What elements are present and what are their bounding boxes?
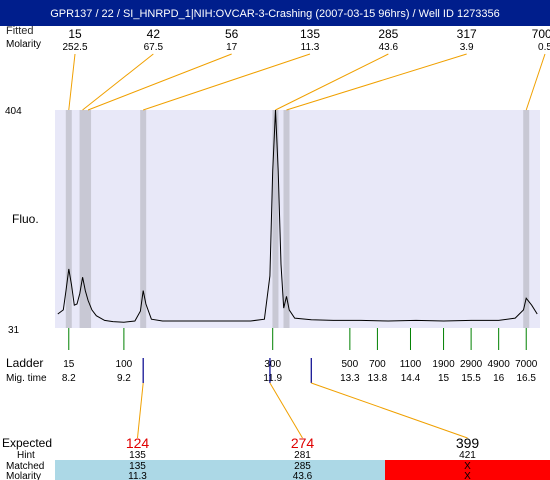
ladder-time-label: 15.5	[461, 373, 481, 384]
molarity-row-label: Molarity	[6, 39, 41, 50]
matched-bar	[385, 460, 550, 480]
ladder-time-label: 16	[493, 373, 505, 384]
matched-label: Matched	[6, 461, 44, 472]
peak-size-label: 56	[225, 27, 239, 41]
expected-value: 124	[126, 435, 150, 451]
molarity-value: 11.3	[128, 471, 147, 480]
matched-bar	[55, 460, 221, 480]
ladder-size-label: 1900	[432, 359, 455, 370]
peak-bands	[65, 110, 530, 328]
y-tick-top: 404	[5, 106, 22, 117]
peak-molarity-label: 43.6	[379, 42, 399, 53]
peak-size-label: 15	[68, 27, 82, 41]
peak-callout-line	[82, 53, 154, 111]
peak-band	[65, 110, 72, 328]
y-axis-label: Fluo.	[12, 212, 39, 226]
matched-value: X	[464, 461, 471, 472]
ladder-size-label: 300	[264, 359, 281, 370]
peak-size-label: 42	[147, 27, 161, 41]
fluorescence-trace	[57, 109, 538, 323]
peak-band	[523, 110, 530, 328]
molarity-value: 43.6	[293, 471, 313, 480]
hint-value: 421	[459, 450, 476, 461]
bottom-molarity-label: Molarity	[6, 471, 41, 480]
peak-molarity-label: 17	[226, 42, 238, 53]
peak-callout-line	[87, 53, 232, 111]
ladder-size-label: 7000	[515, 359, 538, 370]
ladder-time-label: 11.9	[263, 373, 282, 384]
header-bar	[0, 0, 550, 26]
bottom-callouts	[137, 382, 468, 439]
expected-value: 274	[291, 435, 315, 451]
peak-band	[283, 110, 290, 328]
ladder-time-label: 8.2	[62, 373, 76, 384]
ladder-size-label: 500	[342, 359, 359, 370]
ladder-size-label: 700	[369, 359, 386, 370]
peak-callout-line	[68, 53, 76, 111]
ladder-time-label: 16.5	[516, 373, 536, 384]
hint-label: Hint	[17, 450, 35, 461]
ladder-time-label: 15	[438, 373, 450, 384]
ladder-size-label: 15	[63, 359, 75, 370]
peak-size-label: 135	[300, 27, 320, 41]
ladder-time-label: 13.3	[340, 373, 360, 384]
molarity-value: X	[464, 471, 471, 480]
peak-callout-line	[525, 53, 546, 111]
peak-callouts	[68, 53, 546, 111]
y-tick-bottom: 31	[8, 325, 20, 336]
peak-callout-line	[275, 53, 389, 111]
peak-molarity-label: 252.5	[62, 42, 87, 53]
ladder-time-label: 13.8	[368, 373, 388, 384]
peak-band	[79, 110, 86, 328]
hint-value: 135	[129, 450, 146, 461]
peak-callout-line	[143, 53, 311, 111]
ladder-markers: 15 8.2 100 9.2 300 11.9 500 13.3 700 13.8 1100 14.4…	[62, 328, 538, 384]
peak-molarity-label: 11.3	[301, 42, 320, 53]
peak-molarity-label: 67.5	[144, 42, 164, 53]
matched-bar	[220, 460, 386, 480]
matched-value: 285	[294, 461, 311, 472]
matched-value: 135	[129, 461, 146, 472]
hint-value: 281	[294, 450, 311, 461]
peak-callout-line	[286, 53, 467, 111]
ladder-time-label: 14.4	[401, 373, 421, 384]
ladder-size-label: 4900	[488, 359, 511, 370]
mig-time-label: Mig. time	[6, 373, 47, 384]
ladder-size-label: 2900	[460, 359, 483, 370]
peak-molarity-label: 3.9	[460, 42, 474, 53]
peak-band	[272, 110, 279, 328]
ladder-label: Ladder	[6, 356, 43, 370]
chart-title: GPR137 / 22 / SI_HNRPD_1|NIH:OVCAR-3-Cra…	[50, 8, 500, 20]
ladder-time-label: 9.2	[117, 373, 131, 384]
plot-area	[55, 110, 540, 328]
peak-size-label: 317	[457, 27, 477, 41]
expected-label: Expected	[2, 436, 52, 450]
ladder-size-label: 100	[116, 359, 133, 370]
bottom-callout-line	[269, 382, 303, 439]
size-row-label: Fitted	[6, 25, 34, 37]
peak-band	[85, 110, 92, 328]
peak-size-label: 7000	[532, 27, 550, 41]
ladder-size-label: 1100	[400, 359, 422, 370]
bottom-callout-line	[311, 382, 468, 439]
bottom-callout-line	[137, 382, 144, 439]
matched-bars	[55, 460, 550, 480]
peak-molarity-label: 0.5	[538, 42, 550, 53]
peak-size-label: 285	[378, 27, 398, 41]
expected-value: 399	[456, 435, 480, 451]
sample-markers	[142, 358, 312, 383]
peak-band	[140, 110, 147, 328]
